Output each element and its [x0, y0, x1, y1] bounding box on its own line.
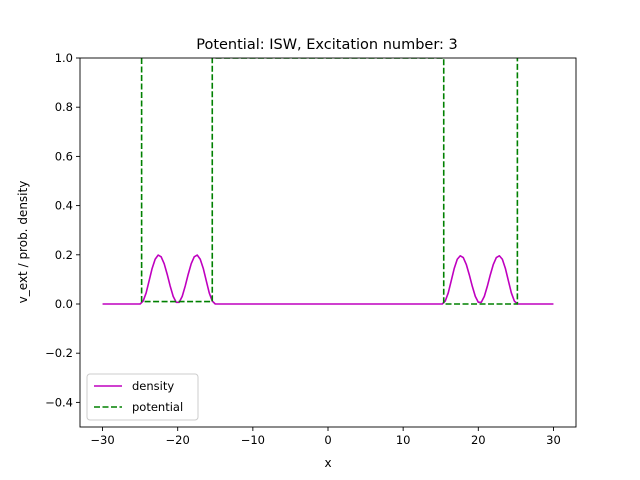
series-line-potential: [140, 58, 519, 305]
y-tick-label: −0.2: [45, 346, 73, 360]
y-tick-label: 0.8: [55, 100, 73, 114]
x-axis-label: x: [324, 456, 331, 470]
series-line-density: [102, 254, 554, 305]
x-tick-label: 30: [546, 433, 561, 447]
x-axis: −30 −20 −10 0 10 20 30: [90, 427, 561, 447]
y-tick-label: −0.4: [45, 395, 73, 409]
y-tick-label: 0.6: [55, 149, 73, 163]
x-tick-label: −30: [90, 433, 114, 447]
axes-frame: [79, 57, 577, 428]
legend: density potential: [86, 373, 199, 421]
x-tick-label: 20: [471, 433, 486, 447]
y-tick-label: 0.2: [55, 248, 73, 262]
x-tick-label: −10: [241, 433, 265, 447]
y-axis: −0.4 −0.2 0.0 0.2 0.4 0.6 0.8 1.0: [45, 51, 80, 409]
legend-label-density: density: [132, 379, 174, 393]
y-tick-label: 1.0: [55, 51, 73, 65]
series-layer: [102, 58, 554, 305]
y-tick-label: 0.0: [55, 297, 73, 311]
y-axis-label: v_ext / prob. density: [16, 181, 30, 304]
x-tick-label: 10: [396, 433, 411, 447]
y-tick-label: 0.4: [55, 199, 73, 213]
chart-title: Potential: ISW, Excitation number: 3: [196, 37, 458, 53]
x-tick-label: 0: [324, 433, 331, 447]
legend-label-potential: potential: [132, 400, 183, 414]
x-tick-label: −20: [166, 433, 190, 447]
